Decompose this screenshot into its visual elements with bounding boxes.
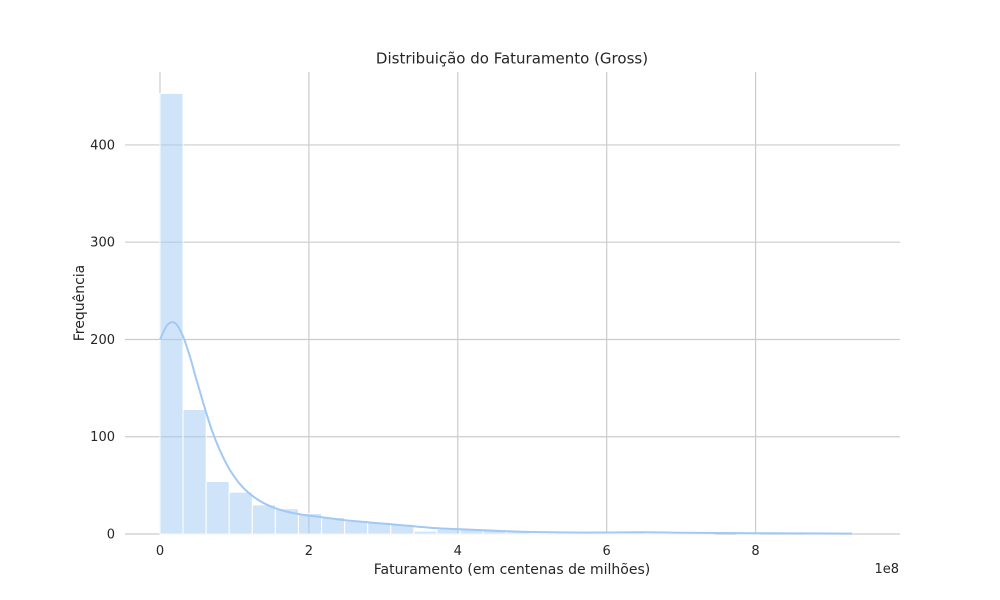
y-tick-label-3: 300	[90, 236, 115, 251]
x-axis-label: Faturamento (em centenas de milhões)	[374, 562, 651, 578]
histogram-bar-8	[344, 520, 369, 535]
tick-layer: 0 2 4 6 8 0 100 200 300 400	[90, 138, 760, 559]
y-tick-label-1: 100	[90, 430, 115, 445]
y-axis-label: Frequência	[72, 265, 88, 342]
x-tick-label-0: 0	[156, 544, 164, 559]
histogram-bar-4	[251, 504, 276, 535]
histogram-bar-11	[413, 530, 438, 535]
histogram-bar-3	[228, 491, 253, 535]
chart-title: Distribuição do Faturamento (Gross)	[376, 50, 648, 68]
histogram-bar-1	[182, 409, 207, 535]
x-tick-label-2: 4	[454, 544, 462, 559]
histogram-bar-0	[159, 92, 184, 535]
bar-layer	[159, 92, 853, 535]
x-offset-label: 1e8	[874, 562, 899, 577]
x-tick-label-3: 6	[603, 544, 611, 559]
y-tick-label-2: 200	[90, 333, 115, 348]
y-tick-label-4: 400	[90, 138, 115, 153]
kde-layer	[159, 321, 853, 535]
y-tick-label-0: 0	[107, 528, 115, 543]
x-tick-label-1: 2	[305, 544, 313, 559]
grid-layer	[125, 72, 900, 535]
kde-line	[159, 321, 853, 535]
histogram-bar-10	[390, 523, 415, 535]
histogram-bar-2	[205, 480, 230, 535]
x-tick-label-4: 8	[751, 544, 759, 559]
